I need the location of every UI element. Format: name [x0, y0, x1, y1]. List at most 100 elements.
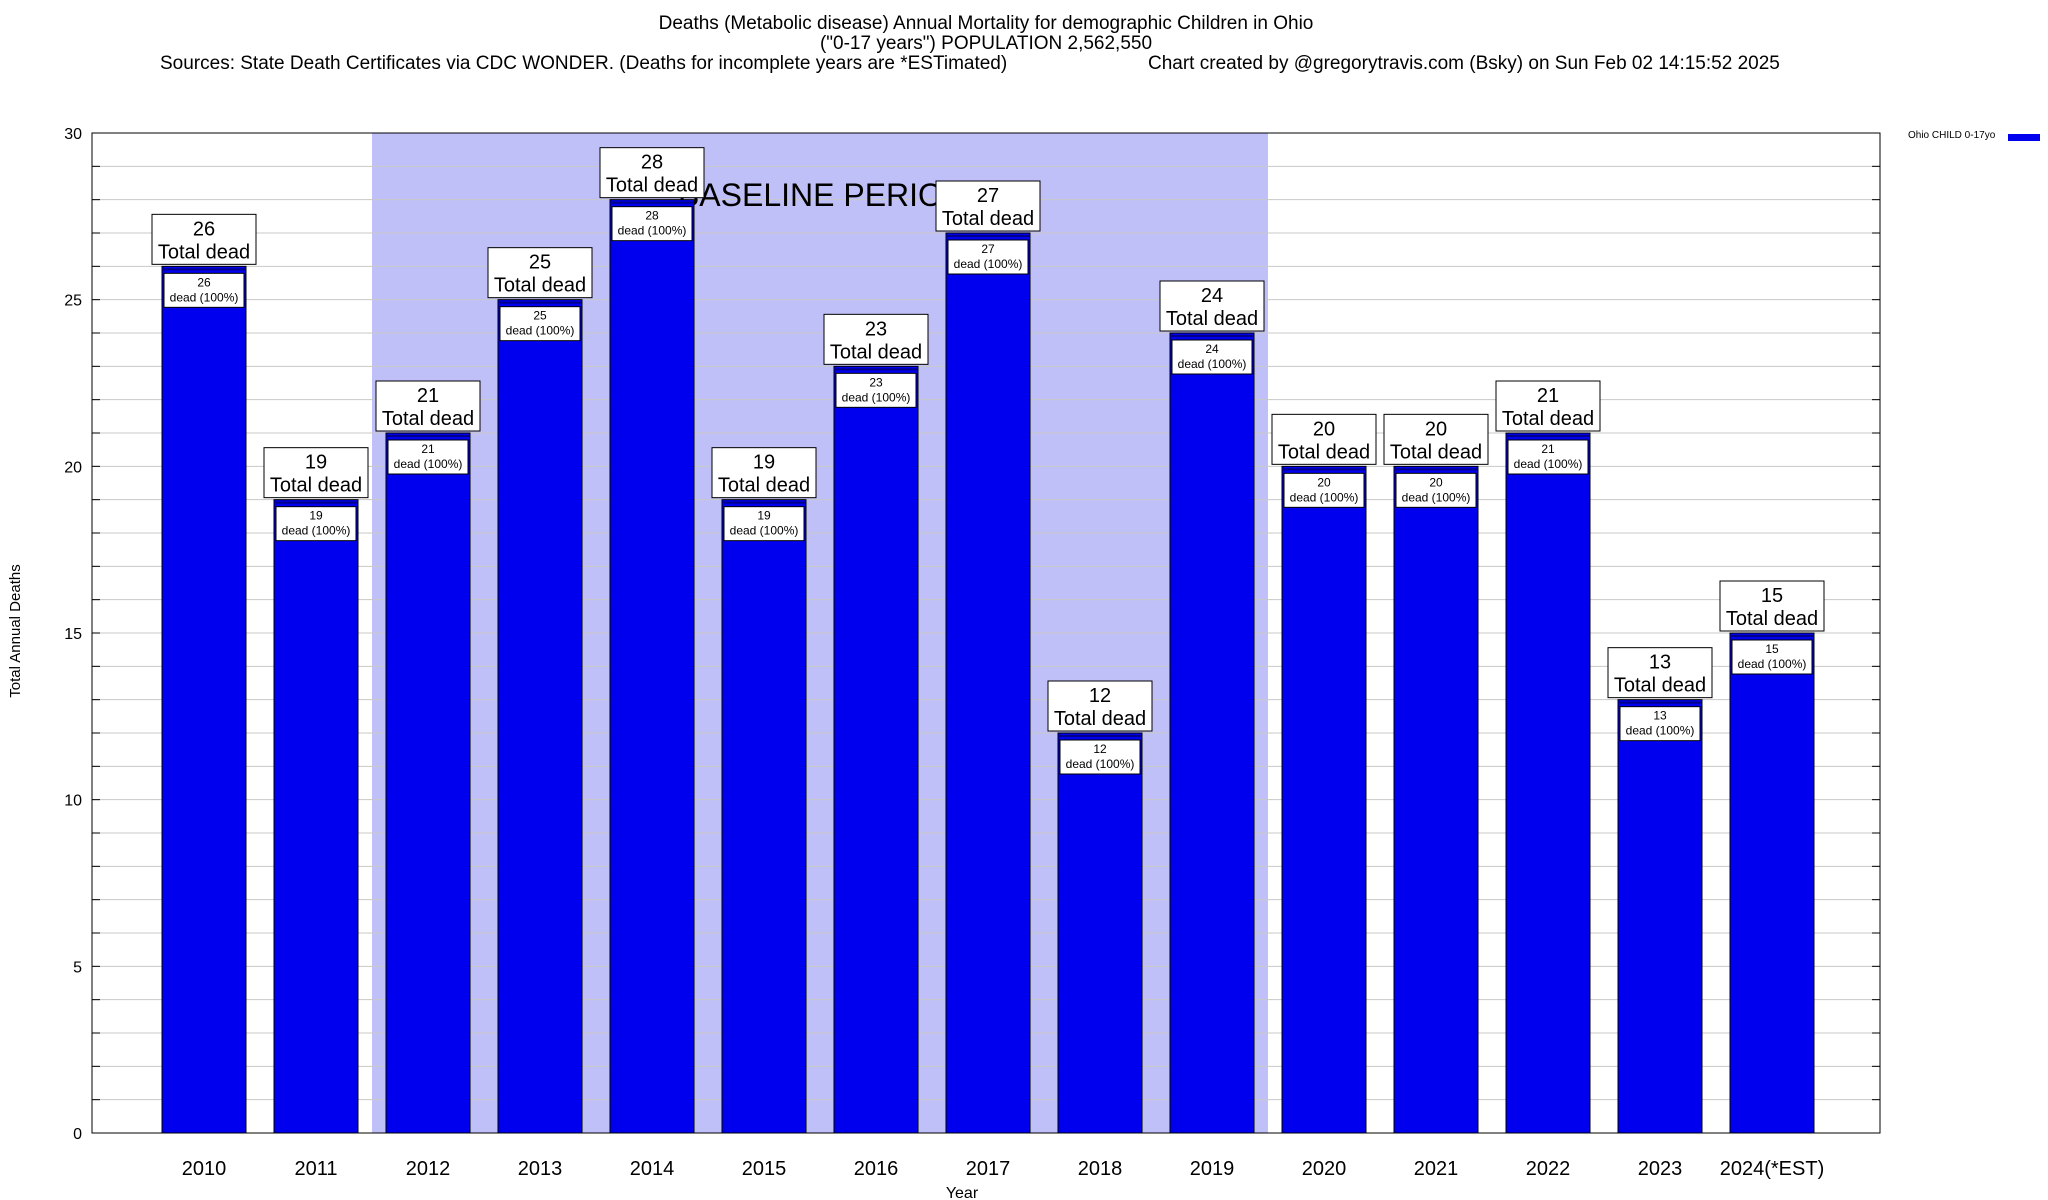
bar-inner-label-box	[947, 239, 1029, 275]
bar-inner-percent: dead (100%)	[1066, 757, 1135, 771]
bar-inner-value: 21	[1541, 442, 1555, 456]
y-tick-label: 25	[64, 293, 82, 310]
bar-inner-value: 19	[757, 509, 771, 523]
bar-total-value: 13	[1649, 652, 1671, 674]
bar-inner-percent: dead (100%)	[1626, 724, 1695, 738]
bar	[721, 499, 807, 1134]
bar-total-label-box	[599, 147, 705, 199]
bar-inner-label-box	[1619, 706, 1701, 742]
bar-total-value: 27	[977, 185, 999, 207]
bar-inner-value: 23	[869, 375, 883, 389]
bar	[1169, 332, 1255, 1134]
bar-inner-value: 21	[421, 442, 435, 456]
bar-total-value: 26	[193, 218, 215, 240]
bar-total-suffix: Total dead	[270, 475, 362, 497]
bar-total-suffix: Total dead	[1166, 308, 1258, 330]
bar	[161, 265, 247, 1134]
bar	[609, 199, 695, 1134]
bar	[1057, 732, 1143, 1134]
bar-total-label-box	[151, 213, 257, 265]
bar-inner-percent: dead (100%)	[170, 290, 239, 304]
bar-inner-label-box	[1395, 472, 1477, 508]
bar-inner-percent: dead (100%)	[1178, 357, 1247, 371]
bar-inner-percent: dead (100%)	[730, 524, 799, 538]
x-tick-label: 2023	[1638, 1158, 1683, 1180]
x-tick-label: 2018	[1078, 1158, 1123, 1180]
chart-title: Deaths (Metabolic disease) Annual Mortal…	[658, 13, 1314, 34]
bar-inner-label-box	[1171, 339, 1253, 375]
bar-total-value: 20	[1313, 418, 1335, 440]
bar-total-value: 21	[417, 385, 439, 407]
bar	[833, 365, 919, 1134]
bar-total-value: 19	[753, 452, 775, 474]
x-tick-label: 2012	[406, 1158, 451, 1180]
bar	[385, 432, 471, 1134]
x-tick-label: 2016	[854, 1158, 899, 1180]
bar-total-value: 21	[1537, 385, 1559, 407]
y-tick-label: 0	[73, 1126, 82, 1143]
chart-subtitle: ("0-17 years") POPULATION 2,562,550	[819, 33, 1153, 54]
legend-label: Ohio CHILD 0-17yo	[1908, 130, 1996, 141]
x-tick-label: 2015	[742, 1158, 787, 1180]
bar-inner-percent: dead (100%)	[282, 524, 351, 538]
bar-inner-value: 20	[1429, 475, 1443, 489]
bar-total-suffix: Total dead	[1054, 708, 1146, 730]
y-tick-label: 20	[64, 459, 82, 476]
bar-total-label-box	[1495, 380, 1601, 432]
bar-inner-percent: dead (100%)	[1514, 457, 1583, 471]
bar-total-label-box	[1719, 580, 1825, 632]
x-axis-label: Year	[946, 1185, 979, 1200]
bar-total-label-box	[375, 380, 481, 432]
bar-total-label-box	[487, 247, 593, 299]
bar-inner-value: 15	[1765, 642, 1779, 656]
bar-inner-label-box	[163, 272, 245, 308]
baseline-period-label: BASELINE PERIOD	[678, 177, 966, 213]
bar-inner-percent: dead (100%)	[954, 257, 1023, 271]
bar-inner-label-box	[1283, 472, 1365, 508]
x-tick-label: 2017	[966, 1158, 1011, 1180]
bar	[1393, 465, 1479, 1134]
bar-inner-value: 24	[1205, 342, 1219, 356]
bar-total-suffix: Total dead	[942, 208, 1034, 230]
x-tick-label: 2011	[294, 1158, 337, 1180]
bar-total-label-box	[1383, 413, 1489, 465]
bar-inner-value: 27	[981, 242, 995, 256]
bar-inner-label-box	[723, 506, 805, 542]
bar-inner-value: 20	[1317, 475, 1331, 489]
x-tick-label: 2022	[1526, 1158, 1571, 1180]
bar-total-value: 15	[1761, 585, 1783, 607]
x-tick-label: 2020	[1302, 1158, 1347, 1180]
bar-total-value: 28	[641, 152, 663, 174]
x-tick-label: 2021	[1414, 1158, 1459, 1180]
y-tick-label: 15	[64, 626, 82, 643]
chart-sources: Sources: State Death Certificates via CD…	[160, 53, 1008, 74]
bar-total-suffix: Total dead	[1614, 675, 1706, 697]
y-tick-label: 10	[64, 793, 82, 810]
bar-total-value: 23	[865, 318, 887, 340]
bar-total-label-box	[935, 180, 1041, 232]
bar-total-suffix: Total dead	[718, 475, 810, 497]
bar-inner-label-box	[1507, 439, 1589, 475]
bar-total-suffix: Total dead	[382, 408, 474, 430]
bar	[273, 499, 359, 1134]
bar-inner-value: 25	[533, 309, 547, 323]
bar-total-suffix: Total dead	[1726, 608, 1818, 630]
bar-inner-value: 19	[309, 509, 323, 523]
bar-total-label-box	[1159, 280, 1265, 332]
bar-total-label-box	[711, 447, 817, 499]
bar-total-suffix: Total dead	[1502, 408, 1594, 430]
bar	[1281, 465, 1367, 1134]
bar-inner-label-box	[611, 206, 693, 242]
bar-total-suffix: Total dead	[1278, 441, 1370, 463]
bar-total-suffix: Total dead	[1390, 441, 1482, 463]
bar	[1729, 632, 1815, 1134]
bar-inner-percent: dead (100%)	[842, 390, 911, 404]
bar-inner-percent: dead (100%)	[1290, 490, 1359, 504]
bar-inner-percent: dead (100%)	[1738, 657, 1807, 671]
bar-inner-value: 28	[645, 209, 659, 223]
bar-inner-value: 12	[1093, 742, 1107, 756]
bar-total-suffix: Total dead	[606, 175, 698, 197]
x-tick-label: 2013	[518, 1158, 563, 1180]
bar-inner-percent: dead (100%)	[618, 224, 687, 238]
